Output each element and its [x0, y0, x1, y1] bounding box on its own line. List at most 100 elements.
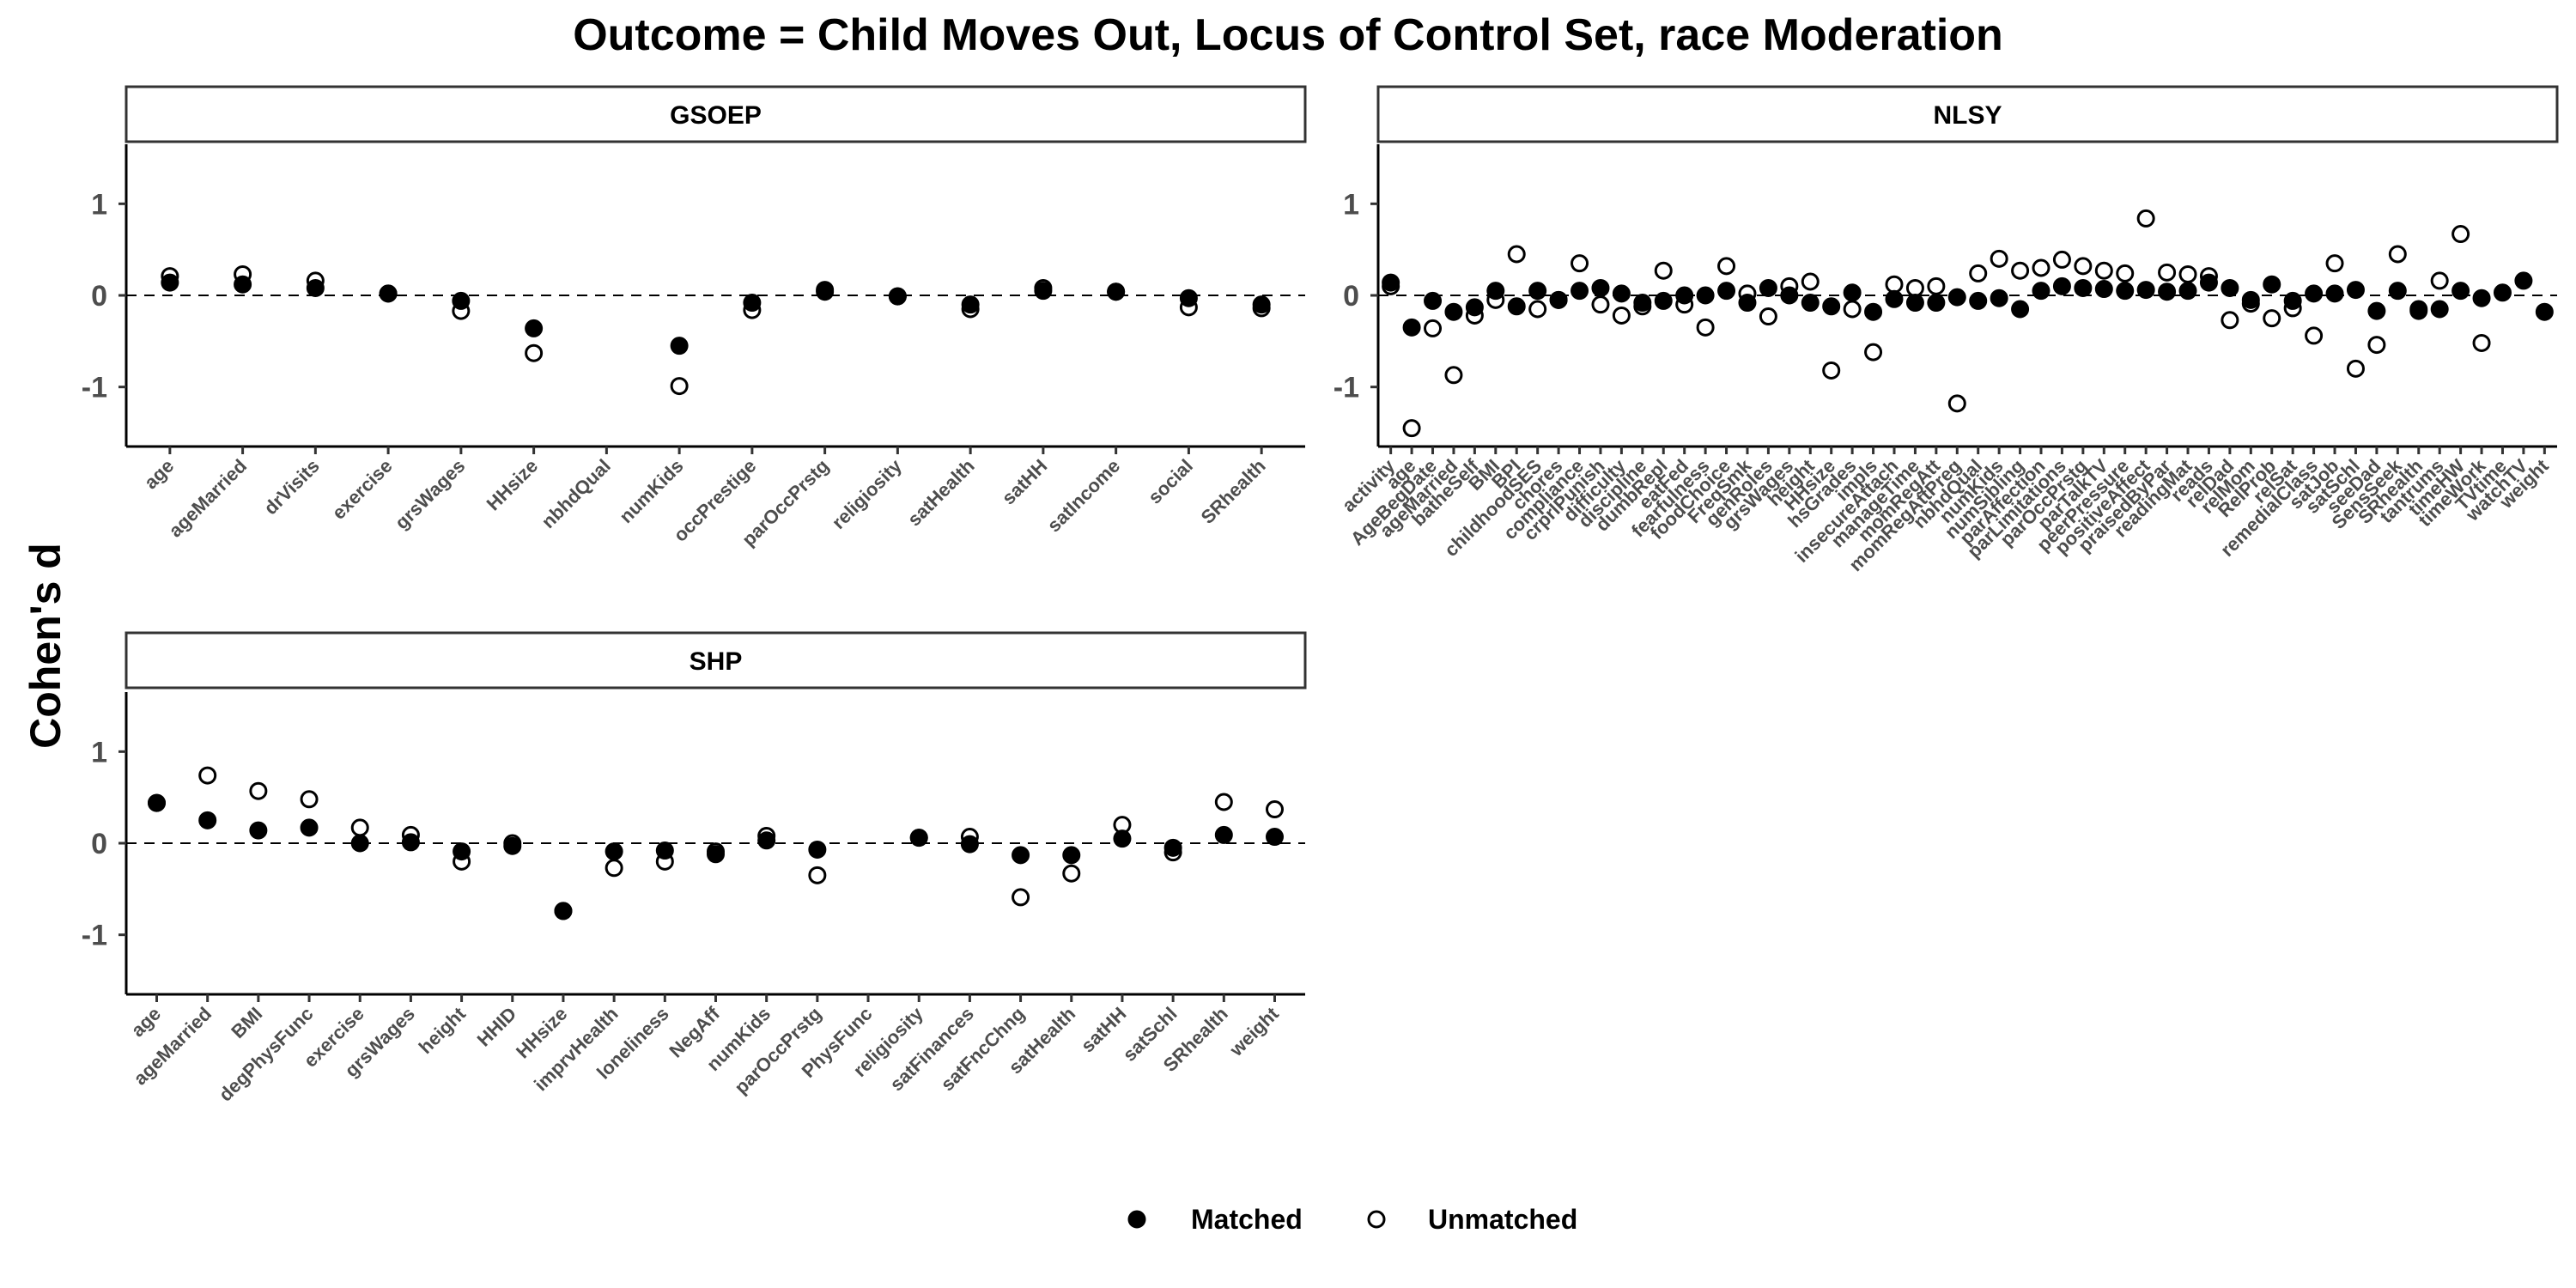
matched-point-nlsy	[1424, 291, 1443, 310]
x-tick-label: age	[127, 1003, 165, 1041]
matched-point-shp	[1012, 846, 1030, 865]
matched-point-shp	[707, 845, 725, 864]
x-tick-label: numKids	[615, 455, 687, 527]
unmatched-point-nlsy	[2263, 309, 2281, 328]
y-tick-label: 1	[1343, 188, 1359, 221]
matched-point-shp	[757, 831, 776, 850]
matched-point-nlsy	[2032, 282, 2050, 301]
unmatched-point-nlsy	[1885, 275, 1904, 294]
matched-point-nlsy	[1675, 286, 1694, 305]
matched-point-nlsy	[2514, 271, 2533, 290]
matched-point-nlsy	[2346, 281, 2365, 300]
matched-point-gsoep	[1034, 282, 1053, 301]
unmatched-point-nlsy	[2388, 245, 2407, 264]
unmatched-point-nlsy	[2221, 311, 2239, 330]
matched-point-nlsy	[1864, 302, 1883, 321]
matched-point-nlsy	[1947, 288, 1966, 307]
chart-title: Outcome = Child Moves Out, Locus of Cont…	[573, 10, 2003, 60]
unmatched-point-nlsy	[2305, 326, 2324, 345]
matched-point-gsoep	[888, 287, 907, 306]
unmatched-point-shp	[808, 866, 827, 884]
matched-point-nlsy	[2409, 300, 2428, 319]
matched-point-nlsy	[1780, 286, 1799, 305]
y-tick-label: 1	[91, 736, 107, 769]
matched-point-shp	[300, 818, 319, 837]
x-tick-label: age	[140, 455, 178, 493]
matched-point-gsoep	[1179, 289, 1198, 307]
matched-point-nlsy	[2094, 280, 2113, 299]
matched-point-gsoep	[743, 294, 762, 313]
unmatched-point-nlsy	[2011, 261, 2030, 280]
x-tick-label: satHealth	[903, 455, 979, 531]
unmatched-point-shp	[1012, 888, 1030, 907]
matched-point-gsoep	[379, 284, 398, 303]
matched-point-shp	[453, 842, 471, 861]
matched-point-shp	[1163, 838, 1182, 857]
matched-point-nlsy	[2283, 291, 2302, 310]
legend: Matched Unmatched	[1127, 1204, 1577, 1235]
matched-point-nlsy	[1905, 294, 1924, 313]
matched-point-nlsy	[2241, 290, 2260, 309]
matched-point-nlsy	[2430, 300, 2449, 319]
matched-point-shp	[503, 836, 522, 855]
strip-label-shp: SHP	[690, 647, 743, 676]
unmatched-point-shp	[605, 859, 623, 878]
matched-point-gsoep	[816, 283, 835, 301]
matched-point-nlsy	[2535, 302, 2554, 321]
y-tick-label: -1	[82, 372, 107, 404]
matched-point-shp	[605, 842, 623, 861]
matched-point-shp	[350, 834, 369, 853]
y-tick-label: 0	[91, 828, 107, 860]
matched-point-nlsy	[1990, 289, 2008, 307]
unmatched-point-nlsy	[1654, 261, 1673, 280]
unmatched-point-shp	[249, 781, 268, 800]
matched-point-nlsy	[2451, 282, 2470, 301]
matched-point-shp	[401, 833, 420, 852]
unmatched-point-shp	[198, 766, 217, 785]
unmatched-point-shp	[1062, 864, 1081, 883]
unmatched-point-shp	[300, 790, 319, 809]
matched-point-nlsy	[1822, 297, 1841, 316]
matched-point-shp	[148, 793, 167, 812]
unmatched-point-nlsy	[1759, 307, 1777, 326]
matched-point-shp	[1062, 846, 1081, 865]
x-tick-label: nbhdQual	[538, 455, 615, 532]
x-tick-label: exercise	[328, 455, 397, 524]
matched-point-nlsy	[2136, 281, 2155, 300]
matched-point-gsoep	[234, 275, 252, 294]
unmatched-point-nlsy	[2032, 258, 2050, 277]
unmatched-point-nlsy	[1507, 245, 1526, 264]
matched-point-shp	[1113, 829, 1132, 848]
matched-point-nlsy	[2472, 289, 2491, 307]
matched-point-shp	[198, 811, 217, 829]
unmatched-point-nlsy	[1864, 343, 1883, 361]
unmatched-point-nlsy	[1927, 276, 1946, 295]
matched-point-gsoep	[525, 319, 544, 337]
x-tick-label: HHID	[473, 1003, 521, 1051]
x-tick-label: social	[1144, 455, 1197, 508]
legend-matched-marker	[1127, 1210, 1146, 1229]
matched-point-nlsy	[1444, 302, 1463, 321]
matched-point-gsoep	[161, 273, 179, 292]
unmatched-point-nlsy	[1424, 319, 1443, 337]
matched-point-nlsy	[2493, 283, 2512, 302]
y-tick-label: 0	[91, 280, 107, 313]
unmatched-point-nlsy	[2325, 254, 2344, 273]
matched-point-nlsy	[1969, 291, 1988, 310]
strip-label-nlsy: NLSY	[1933, 101, 2002, 130]
x-tick-label: weight	[1224, 1002, 1283, 1060]
matched-point-nlsy	[1759, 278, 1777, 297]
matched-point-nlsy	[1507, 297, 1526, 316]
unmatched-point-shp	[1265, 800, 1284, 819]
x-tick-label: grsWages	[391, 455, 469, 533]
matched-point-nlsy	[1801, 294, 1820, 313]
matched-point-nlsy	[1696, 286, 1715, 305]
unmatched-point-nlsy	[2367, 336, 2386, 355]
matched-point-nlsy	[1528, 282, 1547, 301]
matched-point-gsoep	[306, 278, 325, 297]
matched-point-nlsy	[2074, 278, 2093, 297]
matched-point-nlsy	[2388, 282, 2407, 301]
matched-point-nlsy	[2199, 273, 2218, 292]
